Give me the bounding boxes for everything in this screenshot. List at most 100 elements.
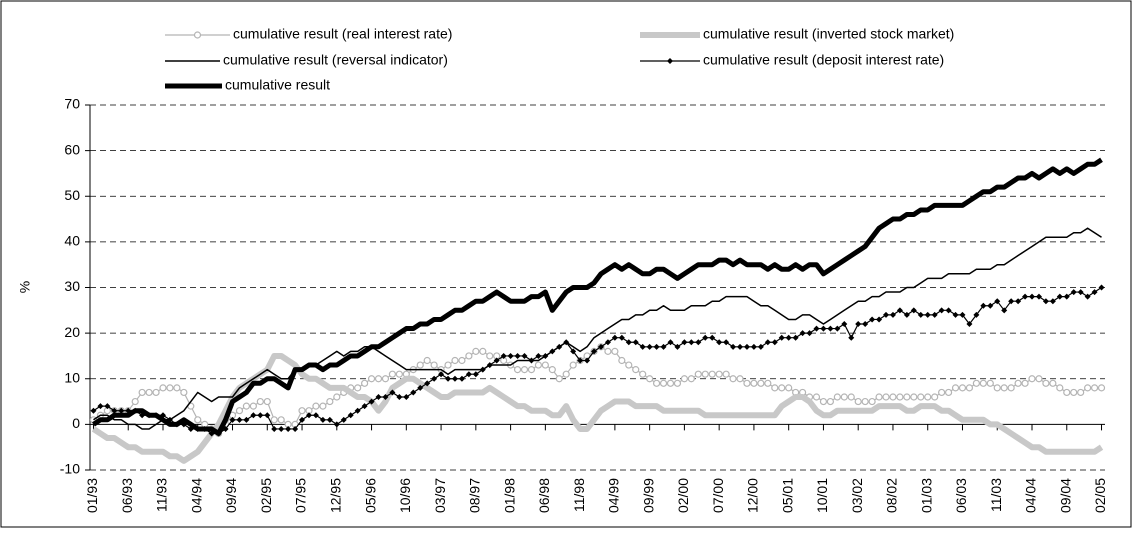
legend-label: cumulative result (reversal indicator) — [223, 52, 448, 68]
y-tick-label: -10 — [60, 461, 80, 477]
point-marker — [486, 362, 493, 369]
point-marker — [445, 375, 452, 382]
point-marker — [367, 375, 376, 383]
point-marker — [431, 375, 438, 382]
point-marker — [938, 388, 946, 397]
point-marker — [416, 361, 424, 369]
point-marker — [972, 379, 980, 387]
point-marker — [833, 393, 841, 401]
point-marker — [145, 388, 153, 397]
point-marker — [903, 393, 911, 401]
x-tick-label: 11/98 — [571, 478, 587, 512]
point-marker — [1007, 384, 1015, 392]
point-marker — [1063, 388, 1071, 397]
point-marker — [1035, 375, 1043, 383]
point-marker — [368, 398, 375, 405]
point-marker — [771, 384, 779, 392]
point-marker — [569, 361, 577, 369]
x-tick-label: 02/05 — [1092, 478, 1108, 513]
point-marker — [535, 352, 542, 359]
point-marker — [979, 379, 987, 387]
x-tick-label: 05/96 — [362, 478, 378, 513]
point-marker — [444, 361, 452, 369]
point-marker — [951, 384, 960, 392]
point-marker — [285, 425, 292, 432]
point-marker — [333, 393, 341, 401]
point-marker — [646, 375, 654, 383]
x-tick-label: 09/99 — [640, 478, 656, 513]
point-marker — [388, 370, 397, 378]
y-tick-label: 0 — [72, 415, 80, 431]
point-marker — [458, 375, 465, 382]
point-marker — [263, 397, 271, 406]
point-marker — [417, 384, 424, 391]
point-marker — [235, 407, 244, 415]
point-marker — [493, 357, 500, 364]
point-marker — [1042, 298, 1049, 305]
point-marker — [1042, 379, 1050, 387]
point-marker — [264, 412, 271, 419]
legend-marker — [667, 58, 673, 64]
point-marker — [855, 321, 862, 327]
point-marker — [806, 330, 813, 337]
point-marker — [722, 370, 730, 378]
point-marker — [764, 339, 771, 346]
point-marker — [556, 343, 563, 350]
point-marker — [730, 343, 737, 350]
x-tick-label: 01/98 — [501, 478, 517, 513]
point-marker — [986, 379, 994, 387]
point-marker — [868, 397, 876, 406]
point-marker — [840, 393, 848, 401]
x-tick-label: 08/97 — [467, 478, 483, 513]
point-marker — [312, 412, 319, 419]
point-marker — [812, 393, 821, 401]
point-marker — [534, 361, 543, 369]
y-axis-label: % — [17, 281, 33, 293]
x-tick-label: 12/00 — [745, 478, 761, 513]
point-marker — [973, 311, 980, 318]
point-marker — [903, 311, 910, 318]
point-marker — [827, 325, 834, 332]
point-marker — [131, 397, 139, 406]
point-marker — [819, 397, 828, 406]
x-tick-label: 06/03 — [953, 478, 969, 513]
y-tick-label: 40 — [64, 233, 80, 249]
y-tick-label: 20 — [64, 324, 80, 340]
point-marker — [736, 375, 744, 383]
point-marker — [1014, 379, 1022, 387]
point-marker — [541, 361, 549, 369]
point-marker — [994, 298, 1001, 305]
series-line — [92, 157, 1103, 436]
point-marker — [618, 334, 625, 341]
point-marker — [451, 375, 458, 382]
legend-label: cumulative result (real interest rate) — [233, 26, 452, 42]
legend-label: cumulative result — [225, 77, 330, 93]
point-marker — [861, 397, 869, 406]
point-marker — [681, 339, 688, 346]
point-marker — [750, 379, 758, 387]
point-marker — [799, 330, 806, 337]
point-marker — [1070, 289, 1077, 296]
point-marker — [292, 425, 299, 432]
point-marker — [659, 379, 668, 387]
point-marker — [750, 343, 757, 350]
x-tick-label: 01/93 — [84, 478, 100, 513]
point-marker — [500, 352, 507, 359]
point-marker — [876, 316, 883, 323]
point-marker — [869, 316, 876, 323]
point-marker — [229, 416, 236, 423]
point-marker — [701, 370, 709, 378]
point-marker — [702, 334, 709, 341]
y-tick-label: 70 — [64, 96, 80, 112]
point-marker — [138, 388, 146, 397]
point-marker — [152, 388, 160, 397]
point-marker — [1091, 289, 1098, 296]
point-marker — [305, 412, 312, 419]
point-marker — [618, 356, 626, 365]
point-marker — [1070, 388, 1078, 397]
point-marker — [834, 325, 841, 332]
point-marker — [347, 412, 354, 419]
y-tick-label: 10 — [64, 369, 80, 385]
